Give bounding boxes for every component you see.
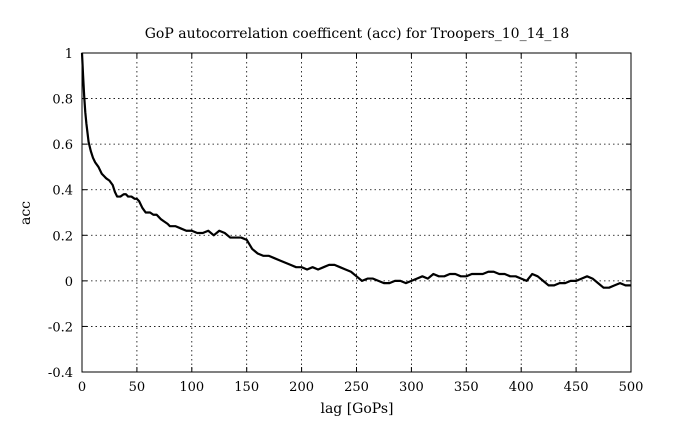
y-tick-label: 0: [65, 275, 73, 290]
x-tick-label: 100: [179, 380, 204, 395]
ticks: [81, 52, 632, 373]
y-tick-label: 0.6: [52, 138, 73, 153]
y-tick-label: -0.4: [48, 366, 73, 381]
grid: [82, 53, 631, 372]
x-tick-label: 50: [129, 380, 146, 395]
x-axis-label: lag [GoPs]: [320, 401, 393, 417]
acc-series-line: [80, 52, 631, 289]
y-axis-label: acc: [18, 201, 34, 225]
x-tick-label: 300: [399, 380, 424, 395]
y-tick-label: -0.2: [48, 320, 73, 335]
x-tick-label: 500: [619, 380, 644, 395]
x-tick-labels: 0 50 100 150 200 250 300 350 400 450 500: [78, 380, 644, 395]
y-tick-label: 1: [65, 47, 73, 62]
y-tick-label: 0.8: [52, 93, 73, 108]
x-tick-label: 0: [78, 380, 86, 395]
x-tick-label: 450: [564, 380, 589, 395]
x-tick-label: 400: [509, 380, 534, 395]
x-tick-label: 200: [289, 380, 314, 395]
y-tick-labels: -0.4 -0.2 0 0.2 0.4 0.6 0.8 1: [48, 47, 73, 381]
x-tick-label: 250: [344, 380, 369, 395]
y-tick-label: 0.2: [52, 229, 73, 244]
x-tick-label: 150: [234, 380, 259, 395]
x-tick-label: 350: [454, 380, 479, 395]
chart-title: GoP autocorrelation coefficent (acc) for…: [145, 26, 569, 42]
y-tick-label: 0.4: [52, 184, 73, 199]
